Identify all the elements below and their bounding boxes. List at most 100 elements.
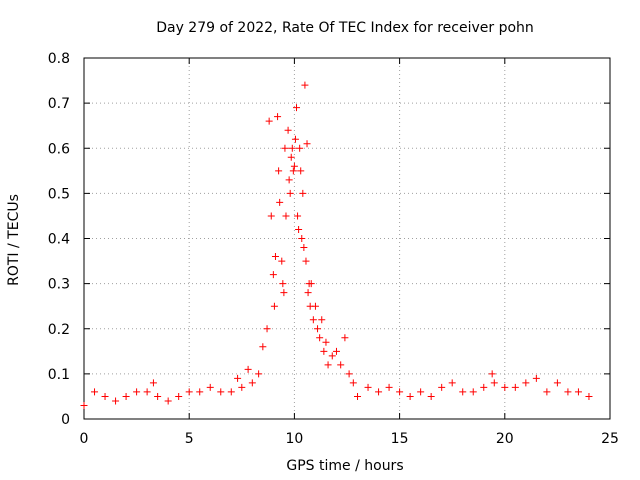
data-point: [248, 379, 256, 387]
data-point: [490, 379, 498, 387]
data-point: [385, 383, 393, 391]
data-point: [307, 280, 315, 288]
data-point: [274, 113, 282, 121]
data-point: [287, 153, 295, 161]
data-point: [196, 388, 204, 396]
data-point: [290, 162, 298, 170]
data-point: [281, 144, 289, 152]
data-point: [553, 379, 561, 387]
data-point: [302, 257, 310, 265]
data-point: [501, 383, 509, 391]
y-tick-label: 0.8: [48, 51, 70, 67]
data-point: [149, 379, 157, 387]
data-point: [311, 302, 319, 310]
data-point: [522, 379, 530, 387]
data-point: [585, 392, 593, 400]
y-tick-label: 0.3: [48, 277, 70, 293]
data-point: [227, 388, 235, 396]
data-point: [332, 347, 340, 355]
data-point: [206, 383, 214, 391]
x-tick-label: 25: [601, 431, 619, 447]
data-point: [345, 370, 353, 378]
data-point: [364, 383, 372, 391]
data-point: [269, 271, 277, 279]
data-point: [320, 347, 328, 355]
data-point: [574, 388, 582, 396]
data-point: [267, 212, 275, 220]
data-point: [164, 397, 172, 405]
axis-ticks: 0 5 10 15 20 25 0 0.1 0.2 0.3 0.4 0.5 0.6 0.7 0.8: [48, 51, 619, 447]
data-point: [217, 388, 225, 396]
data-point: [488, 370, 496, 378]
data-point: [285, 176, 293, 184]
data-point: [270, 302, 278, 310]
data-point: [271, 253, 279, 261]
y-tick-label: 0.2: [48, 322, 70, 338]
data-point: [459, 388, 467, 396]
data-point: [80, 401, 88, 409]
data-point: [341, 334, 349, 342]
data-point: [543, 388, 551, 396]
data-point: [438, 383, 446, 391]
data-point: [291, 135, 299, 143]
grid-lines: [84, 58, 610, 419]
data-point: [318, 316, 326, 324]
data-point: [309, 316, 317, 324]
data-point: [296, 144, 304, 152]
y-tick-label: 0.7: [48, 96, 70, 112]
data-point: [299, 189, 307, 197]
scatter-points: [80, 81, 593, 409]
data-point: [316, 334, 324, 342]
data-point: [238, 383, 246, 391]
data-point: [324, 361, 332, 369]
data-point: [280, 289, 288, 297]
data-point: [122, 392, 130, 400]
data-point: [301, 81, 309, 89]
data-point: [480, 383, 488, 391]
x-axis-label: GPS time / hours: [286, 458, 403, 474]
data-point: [337, 361, 345, 369]
data-point: [263, 325, 271, 333]
data-point: [289, 167, 297, 175]
data-point: [298, 235, 306, 242]
data-point: [304, 289, 312, 297]
x-tick-label: 20: [496, 431, 514, 447]
data-point: [564, 388, 572, 396]
data-point: [293, 104, 301, 112]
x-tick-label: 0: [80, 431, 89, 447]
data-point: [112, 397, 120, 405]
y-tick-label: 0.5: [48, 186, 70, 202]
data-point: [276, 198, 284, 206]
data-point: [279, 280, 287, 288]
y-tick-label: 0: [61, 412, 70, 428]
plot-frame: [83, 57, 611, 420]
data-point: [101, 392, 109, 400]
x-tick-label: 5: [185, 431, 194, 447]
data-point: [396, 388, 404, 396]
data-point: [511, 383, 519, 391]
data-point: [143, 388, 151, 396]
data-point: [265, 117, 273, 125]
data-point: [175, 392, 183, 400]
y-tick-label: 0.1: [48, 367, 70, 383]
data-point: [244, 365, 252, 373]
data-point: [314, 325, 322, 333]
y-tick-label: 0.6: [48, 141, 70, 157]
data-point: [295, 225, 303, 233]
data-point: [448, 379, 456, 387]
data-point: [185, 388, 193, 396]
y-axis-label: ROTI / TECUs: [6, 194, 22, 286]
data-point: [294, 212, 302, 220]
data-point: [275, 167, 283, 175]
data-point: [322, 338, 330, 346]
data-point: [427, 392, 435, 400]
data-point: [133, 388, 141, 396]
data-point: [284, 126, 292, 134]
data-point: [282, 212, 290, 220]
x-tick-label: 10: [285, 431, 303, 447]
data-point: [349, 379, 357, 387]
data-point: [288, 144, 296, 152]
data-point: [278, 257, 286, 265]
y-tick-label: 0.4: [48, 232, 70, 248]
